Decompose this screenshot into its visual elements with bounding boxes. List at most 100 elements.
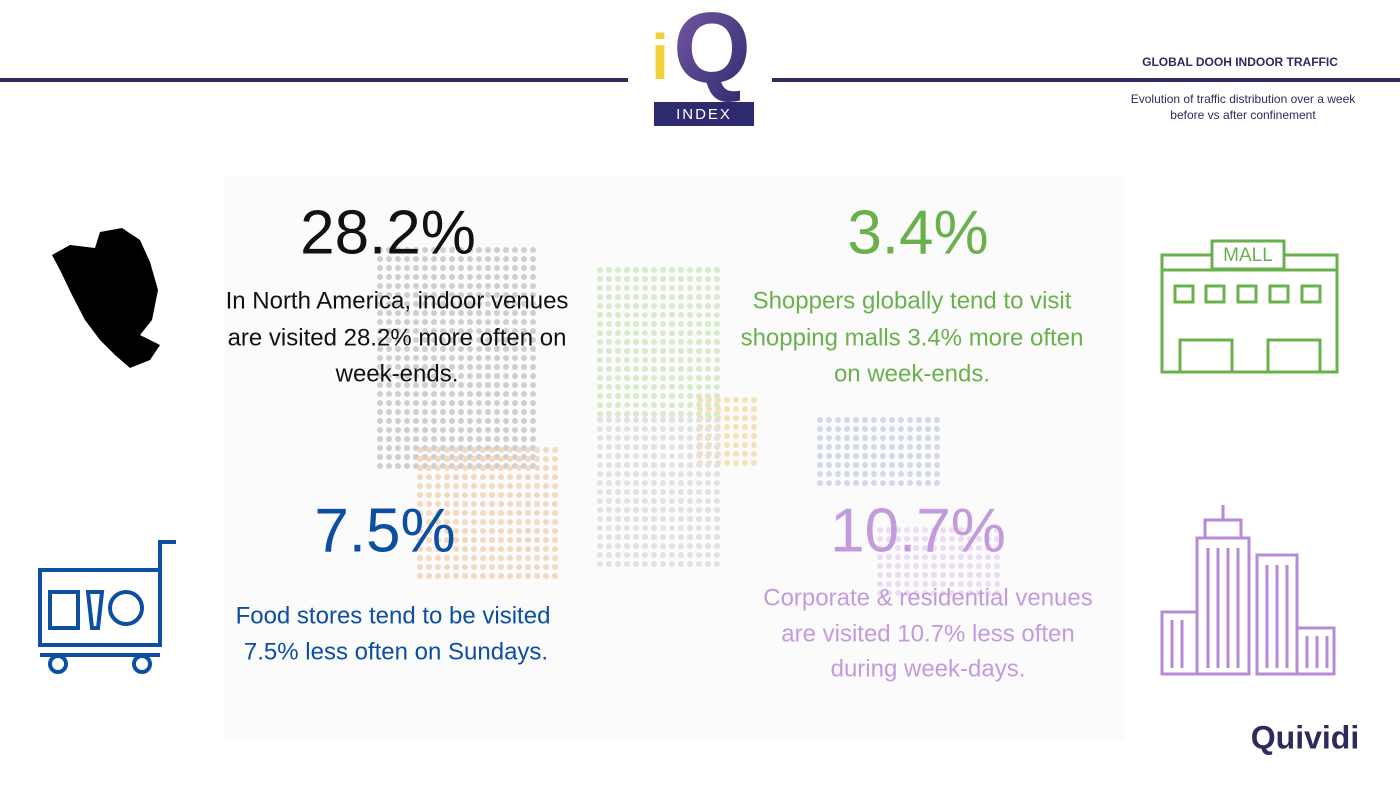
map-dot	[597, 489, 603, 495]
map-dot	[705, 444, 711, 450]
map-dot	[404, 274, 410, 280]
map-dot	[606, 411, 612, 417]
map-dot	[705, 303, 711, 309]
map-dot	[449, 310, 455, 316]
map-dot	[467, 247, 473, 253]
map-dot	[985, 563, 991, 569]
map-dot	[498, 528, 504, 534]
map-dot	[687, 357, 693, 363]
map-dot	[435, 573, 441, 579]
map-dot	[687, 312, 693, 318]
map-dot	[413, 427, 419, 433]
map-dot	[458, 355, 464, 361]
map-dot	[444, 501, 450, 507]
map-dot	[453, 573, 459, 579]
map-dot	[669, 375, 675, 381]
map-dot	[386, 364, 392, 370]
map-dot	[503, 256, 509, 262]
map-dot	[422, 319, 428, 325]
map-dot	[817, 453, 823, 459]
map-dot	[597, 321, 603, 327]
map-dot	[507, 492, 513, 498]
map-dot	[516, 519, 522, 525]
map-dot	[480, 456, 486, 462]
map-dot	[853, 444, 859, 450]
map-dot	[480, 474, 486, 480]
map-dot	[449, 382, 455, 388]
map-dot	[597, 375, 603, 381]
map-dot	[669, 426, 675, 432]
map-dot	[687, 543, 693, 549]
map-dot	[877, 545, 883, 551]
map-dot	[417, 474, 423, 480]
map-dot	[633, 471, 639, 477]
map-dot	[642, 426, 648, 432]
map-dot	[525, 564, 531, 570]
map-dot	[606, 417, 612, 423]
logo-tag: INDEX	[676, 106, 732, 123]
map-dot	[724, 451, 730, 457]
map-dot	[377, 256, 383, 262]
map-dot	[480, 483, 486, 489]
map-dot	[440, 301, 446, 307]
map-dot	[844, 462, 850, 468]
map-dot	[386, 328, 392, 334]
map-dot	[606, 426, 612, 432]
world-map	[377, 247, 1000, 596]
map-dot	[678, 462, 684, 468]
map-dot	[404, 382, 410, 388]
map-dot	[904, 554, 910, 560]
map-dot	[705, 294, 711, 300]
map-dot	[498, 474, 504, 480]
map-dot	[862, 426, 868, 432]
map-dot	[395, 274, 401, 280]
map-dot	[633, 393, 639, 399]
map-dot	[426, 537, 432, 543]
map-dot	[853, 480, 859, 486]
map-dot	[467, 328, 473, 334]
map-dot	[751, 397, 757, 403]
map-dot	[669, 366, 675, 372]
map-dot	[377, 427, 383, 433]
map-dot	[714, 348, 720, 354]
map-dot	[949, 545, 955, 551]
map-dot	[615, 444, 621, 450]
map-dot	[985, 581, 991, 587]
map-dot	[521, 274, 527, 280]
map-dot	[660, 321, 666, 327]
map-dot	[678, 507, 684, 513]
map-dot	[633, 276, 639, 282]
map-dot	[615, 393, 621, 399]
map-dot	[606, 267, 612, 273]
map-dot	[916, 471, 922, 477]
map-dot	[904, 527, 910, 533]
map-dot	[494, 436, 500, 442]
map-dot	[669, 411, 675, 417]
map-dot	[516, 546, 522, 552]
map-dot	[606, 294, 612, 300]
map-dot	[651, 453, 657, 459]
map-dot	[440, 283, 446, 289]
map-dot	[395, 436, 401, 442]
map-dot	[633, 516, 639, 522]
map-dot	[916, 462, 922, 468]
map-dot	[669, 339, 675, 345]
map-dot	[417, 519, 423, 525]
map-dot	[835, 462, 841, 468]
map-dot	[530, 256, 536, 262]
stat-text: Food stores tend to be visited	[236, 602, 551, 629]
map-dot	[615, 348, 621, 354]
map-dot	[521, 355, 527, 361]
map-dot	[458, 247, 464, 253]
map-dot	[606, 303, 612, 309]
map-dot	[422, 328, 428, 334]
map-dot	[940, 545, 946, 551]
map-dot	[660, 525, 666, 531]
map-dot	[422, 409, 428, 415]
map-dot	[597, 267, 603, 273]
map-dot	[543, 456, 549, 462]
map-dot	[925, 435, 931, 441]
map-dot	[742, 451, 748, 457]
map-dot	[606, 321, 612, 327]
map-dot	[395, 400, 401, 406]
